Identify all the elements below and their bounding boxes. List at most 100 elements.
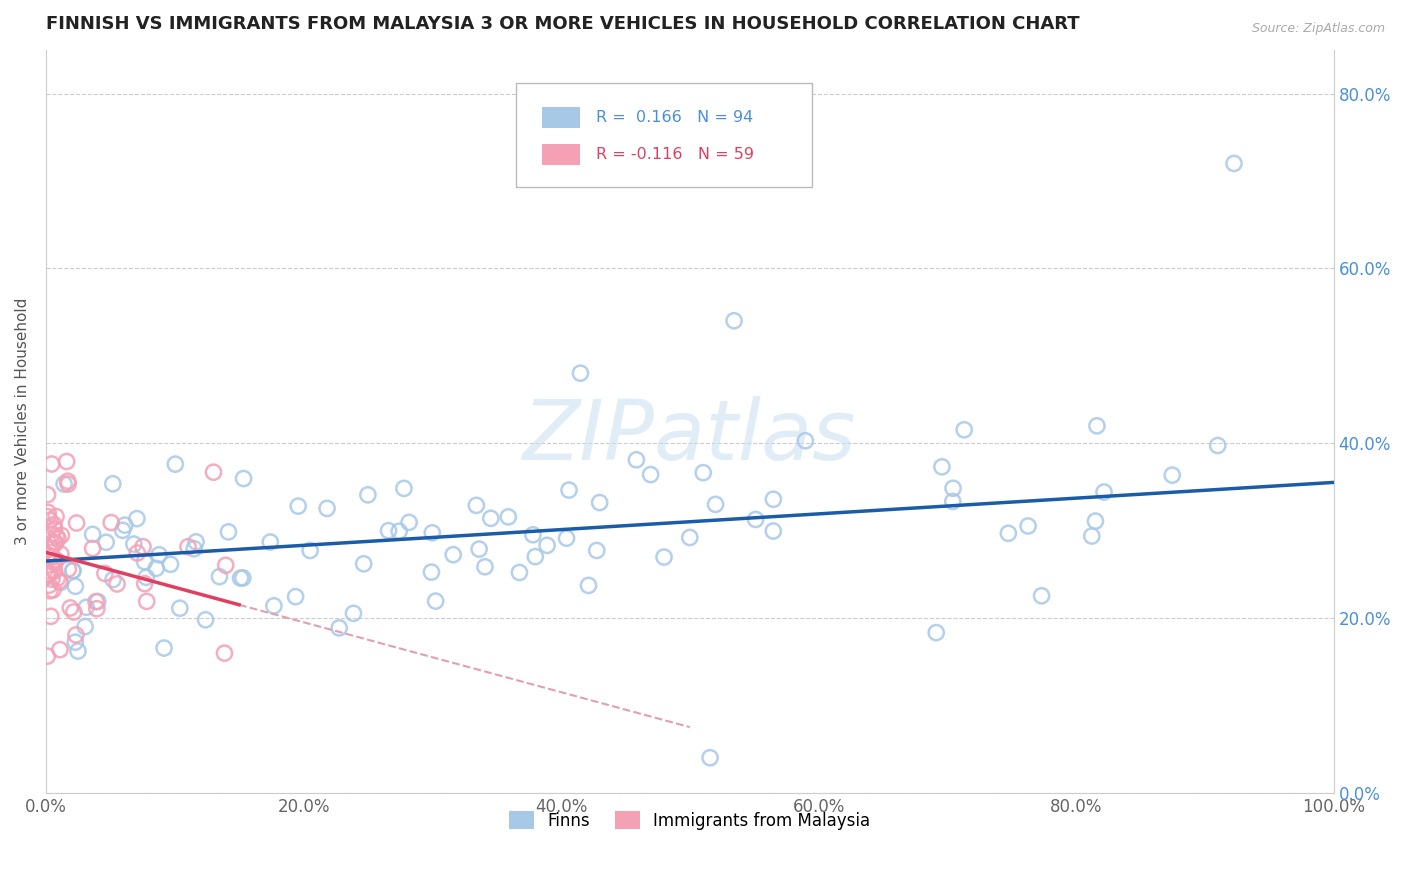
Point	[931, 459, 953, 474]
Point	[134, 576, 156, 591]
Point	[94, 535, 117, 549]
Point	[1085, 418, 1108, 433]
Point	[65, 579, 87, 593]
Point	[45, 529, 67, 543]
Point	[62, 605, 84, 619]
Text: R = -0.116   N = 59: R = -0.116 N = 59	[596, 147, 754, 162]
Point	[122, 537, 145, 551]
Point	[62, 564, 84, 578]
Point	[465, 499, 488, 513]
Point	[441, 548, 464, 562]
Legend: Finns, Immigrants from Malaysia: Finns, Immigrants from Malaysia	[502, 805, 877, 837]
Point	[585, 543, 607, 558]
Point	[165, 457, 187, 471]
Point	[42, 517, 65, 532]
Point	[56, 477, 79, 491]
Point	[62, 564, 84, 578]
Point	[388, 524, 411, 539]
Point	[44, 556, 66, 570]
Point	[114, 518, 136, 533]
Point	[49, 575, 72, 590]
Point	[66, 644, 89, 658]
Point	[232, 471, 254, 485]
Point	[762, 524, 785, 538]
Point	[284, 590, 307, 604]
Point	[1092, 485, 1115, 500]
Point	[723, 314, 745, 328]
Point	[51, 528, 73, 542]
Point	[536, 538, 558, 552]
Text: R =  0.166   N = 94: R = 0.166 N = 94	[596, 110, 754, 125]
Point	[420, 525, 443, 540]
Point	[41, 572, 63, 586]
Point	[232, 571, 254, 585]
Point	[46, 572, 69, 586]
Point	[183, 541, 205, 556]
Point	[44, 522, 66, 536]
Point	[524, 549, 547, 564]
Point	[925, 625, 948, 640]
Point	[44, 555, 66, 569]
Point	[342, 607, 364, 621]
Point	[56, 474, 79, 488]
Point	[997, 526, 1019, 541]
Point	[744, 512, 766, 526]
Point	[184, 534, 207, 549]
Point	[479, 511, 502, 525]
Point	[45, 553, 67, 567]
Point	[353, 557, 375, 571]
Point	[49, 547, 72, 561]
Point	[169, 601, 191, 615]
Point	[37, 649, 59, 664]
Text: Source: ZipAtlas.com: Source: ZipAtlas.com	[1251, 22, 1385, 36]
Point	[75, 600, 97, 615]
Point	[132, 540, 155, 554]
Point	[953, 423, 976, 437]
Y-axis label: 3 or more Vehicles in Household: 3 or more Vehicles in Household	[15, 298, 30, 545]
Point	[425, 594, 447, 608]
Point	[37, 567, 59, 582]
Point	[65, 635, 87, 649]
Point	[101, 476, 124, 491]
Point	[55, 454, 77, 468]
Point	[392, 482, 415, 496]
Point	[762, 492, 785, 507]
Point	[41, 457, 63, 471]
Point	[704, 497, 727, 511]
Point	[652, 550, 675, 565]
Point	[1206, 438, 1229, 452]
Point	[1031, 589, 1053, 603]
Point	[498, 509, 520, 524]
Point	[87, 594, 110, 608]
Point	[508, 566, 530, 580]
Point	[398, 516, 420, 530]
Point	[75, 619, 97, 633]
Point	[328, 621, 350, 635]
Point	[626, 452, 648, 467]
Point	[942, 481, 965, 495]
Point	[287, 499, 309, 513]
Bar	[541, 145, 581, 165]
Point	[555, 531, 578, 545]
Point	[44, 535, 66, 549]
Point	[558, 483, 581, 497]
Point	[640, 467, 662, 482]
Point	[41, 527, 63, 541]
Point	[45, 536, 67, 550]
Point	[177, 540, 200, 554]
Point	[589, 495, 612, 509]
Point	[942, 494, 965, 508]
Point	[65, 516, 87, 530]
Point	[357, 488, 380, 502]
Point	[37, 488, 59, 502]
Point	[794, 434, 817, 448]
Point	[125, 511, 148, 525]
Point	[215, 558, 238, 573]
Point	[44, 564, 66, 578]
Point	[37, 509, 59, 524]
Point	[41, 535, 63, 549]
Point	[84, 594, 107, 608]
Point	[229, 571, 252, 585]
Point	[38, 583, 60, 598]
Point	[159, 558, 181, 572]
